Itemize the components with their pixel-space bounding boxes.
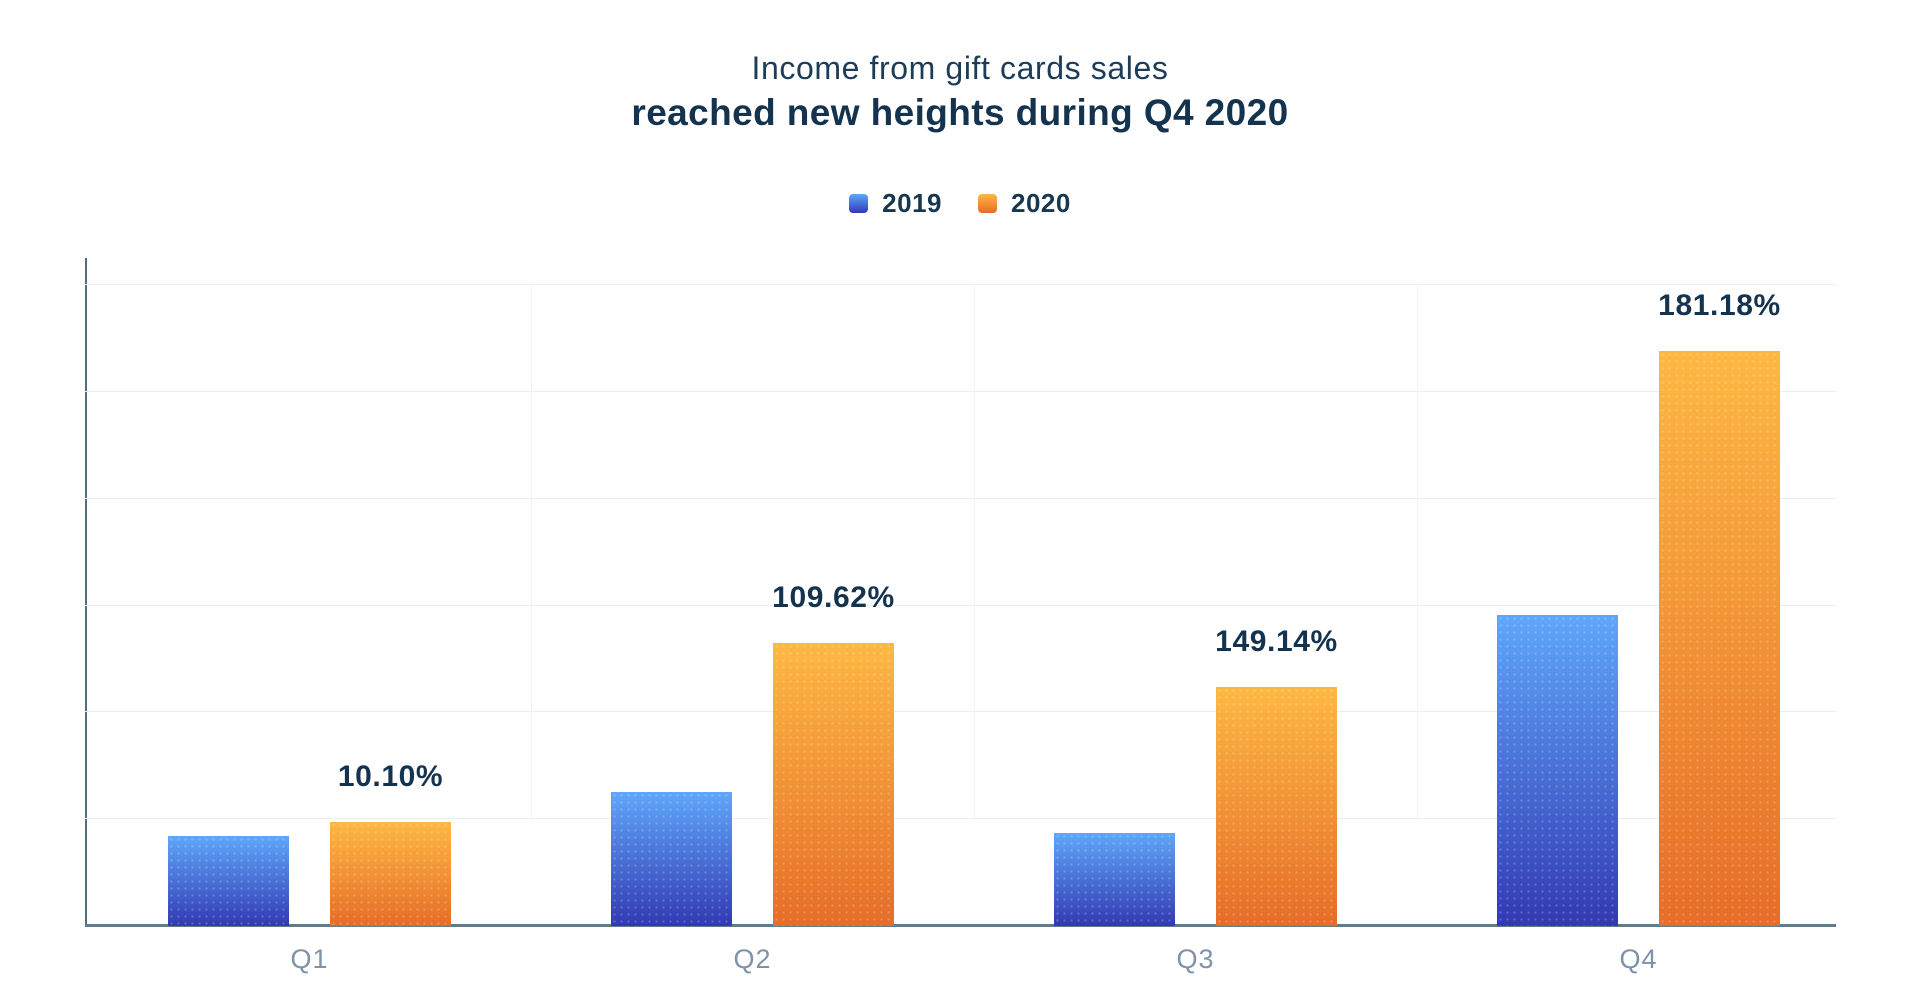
gridline-h-3 — [85, 604, 1836, 606]
gridline-v-3 — [1417, 285, 1418, 820]
legend-swatch-2019 — [849, 194, 869, 213]
bar-2019-q2[interactable] — [611, 792, 732, 926]
x-axis-label-q3: Q3 — [1176, 944, 1215, 974]
x-axis-label-q2: Q2 — [733, 944, 772, 974]
x-axis-label-q1: Q1 — [290, 944, 329, 974]
legend-label-2019: 2019 — [882, 188, 942, 218]
gridline-h-6 — [85, 284, 1836, 286]
gridline-v-1 — [531, 285, 532, 820]
value-label-q1: 10.10% — [337, 760, 444, 794]
value-label-q3: 149.14% — [1215, 624, 1338, 658]
gridline-v-2 — [974, 285, 975, 820]
legend-swatch-2020 — [978, 194, 997, 213]
plot-area: 10.10% 109.62% 149.14% 181.18% — [85, 258, 1836, 927]
bar-2020-q4[interactable] — [1659, 351, 1780, 926]
chart-title-line2: reached new heights during Q4 2020 — [631, 92, 1289, 133]
legend-label-2020: 2020 — [1011, 188, 1071, 218]
legend: 2019 2020 — [0, 188, 1920, 219]
value-label-q4: 181.18% — [1658, 289, 1781, 323]
value-label-q2: 109.62% — [772, 580, 895, 614]
chart-title-line1: Income from gift cards sales — [751, 50, 1169, 86]
legend-item-2020[interactable]: 2020 — [978, 188, 1071, 219]
x-axis-line — [85, 924, 1836, 927]
gridline-h-2 — [85, 711, 1836, 713]
gridline-h-1 — [85, 818, 1836, 820]
bar-2020-q2[interactable] — [773, 642, 894, 926]
bar-2020-q1[interactable] — [330, 822, 451, 926]
bar-2019-q1[interactable] — [168, 836, 289, 926]
x-axis-label-q4: Q4 — [1619, 944, 1658, 974]
gridline-h-5 — [85, 390, 1836, 392]
bar-2019-q3[interactable] — [1054, 833, 1175, 926]
legend-item-2019[interactable]: 2019 — [849, 188, 942, 219]
y-axis-line — [85, 258, 87, 926]
gridline-h-4 — [85, 497, 1836, 499]
bar-2019-q4[interactable] — [1497, 615, 1618, 926]
bar-2020-q3[interactable] — [1216, 686, 1337, 926]
